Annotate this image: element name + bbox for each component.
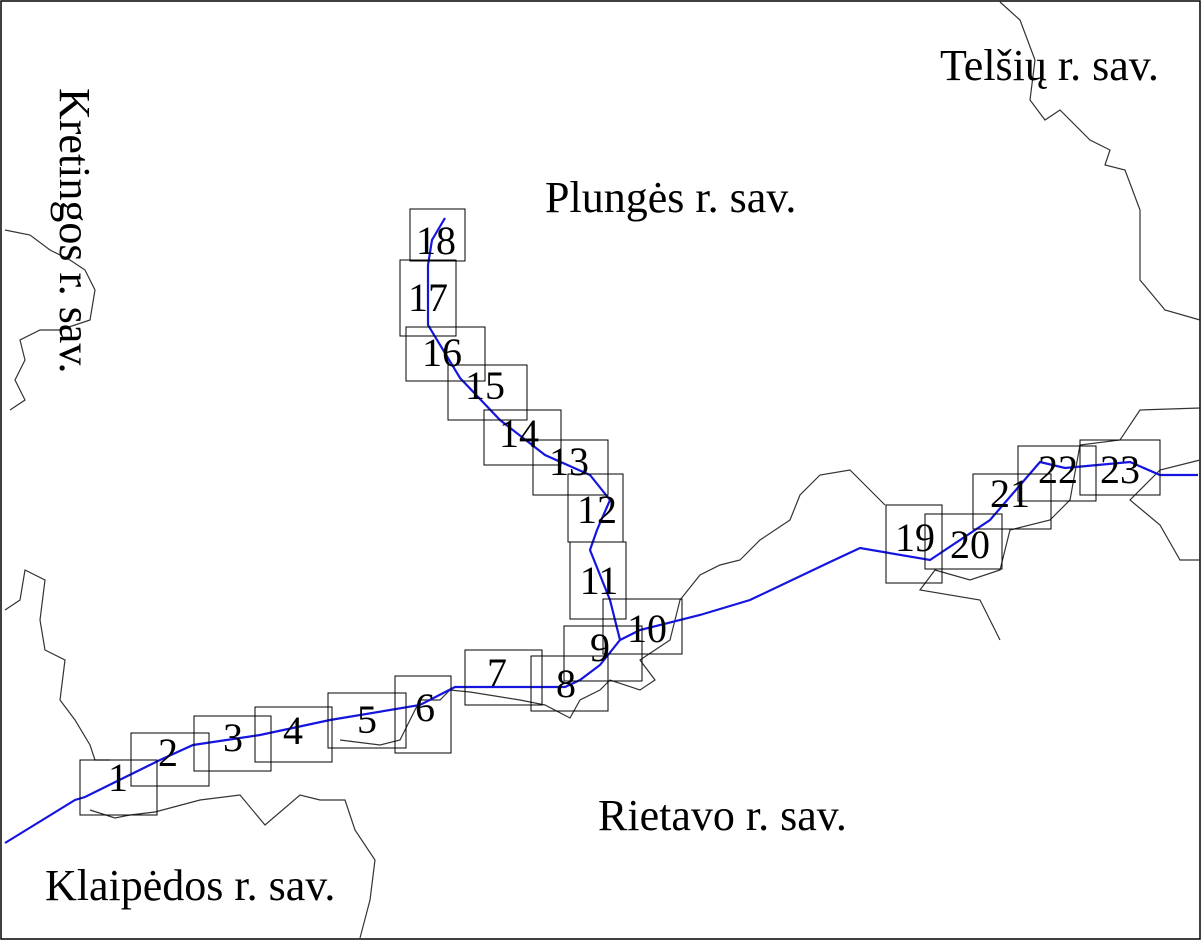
tile [1017,445,1097,502]
tile [447,364,528,421]
tile-label: 16 [422,330,462,375]
tile [483,409,562,466]
tile-label: 17 [408,275,448,320]
tile [530,655,609,712]
tile-label: 7 [487,650,507,695]
boundary [1129,459,1201,561]
boundary [4,229,96,411]
tile [1079,439,1161,496]
tile-label: 20 [950,522,990,567]
tile-label: 12 [577,487,617,532]
tile [405,326,486,382]
tile-label: 2 [158,730,178,775]
region-label: Telšių r. sav. [940,41,1159,90]
tile-label: 9 [590,625,610,670]
tile [409,208,466,262]
tile [193,715,272,772]
boundary [339,469,886,746]
tile-label: 19 [895,515,935,560]
region-label: Kretingos r. sav. [50,88,99,374]
boundary [4,569,110,761]
tile-label: 4 [283,708,303,753]
tile [130,732,210,787]
tile-label: 13 [549,439,589,484]
tile-label: 10 [627,606,667,651]
tile [924,513,1003,570]
tile [885,504,943,584]
routes [4,217,1198,844]
tile-label: 23 [1100,447,1140,492]
tile-label: 5 [357,697,377,742]
tile [394,675,452,754]
tile [254,706,333,763]
region-label: Rietavo r. sav. [598,791,847,840]
route [426,217,622,641]
tile [464,649,543,706]
tile-label: 1 [108,755,128,800]
region-label: Plungės r. sav. [545,173,796,222]
tile-label: 8 [556,661,576,706]
tile-label: 3 [223,715,243,760]
tile [532,439,609,496]
tile [327,692,407,749]
tile-label: 6 [415,685,435,730]
tile-label: 11 [580,558,619,603]
tile-label: 18 [416,218,456,263]
tile-label: 21 [990,471,1030,516]
tile [567,473,624,543]
region-label: Klaipėdos r. sav. [45,861,335,910]
tile-label: 22 [1038,447,1078,492]
tile [399,259,457,337]
tile-label: 14 [499,411,539,456]
tile [79,759,158,816]
boundary [999,1,1201,321]
tile [602,598,683,655]
